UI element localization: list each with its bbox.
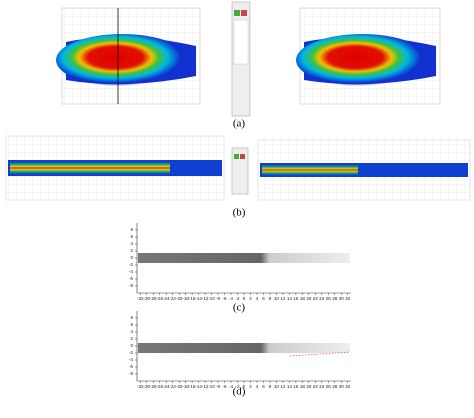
x-tick-label: -24 [163, 296, 170, 301]
caption-area [0, 408, 474, 416]
panel-label: (b) [233, 207, 246, 219]
x-tick-label: 26 [326, 384, 332, 389]
x-tick-label: 4 [256, 296, 259, 301]
y-tick-label: -6 [129, 364, 133, 369]
x-tick-label: 10 [274, 384, 280, 389]
x-tick-label: 8 [269, 296, 272, 301]
x-tick-label: -14 [195, 384, 202, 389]
y-tick-label: -4 [129, 269, 133, 274]
x-tick-label: 24 [319, 384, 325, 389]
strip-left [5, 135, 225, 201]
x-tick-label: -26 [156, 296, 163, 301]
x-tick-label: 2 [249, 296, 252, 301]
x-tick-label: -10 [208, 384, 215, 389]
x-tick-label: 30 [339, 384, 345, 389]
x-tick-label: 32 [345, 384, 351, 389]
heatmap-left [56, 7, 201, 105]
x-tick-label: -18 [182, 384, 189, 389]
x-tick-label: -28 [150, 296, 157, 301]
x-tick-label: 26 [326, 296, 332, 301]
x-tick-label: -2 [236, 296, 240, 301]
x-tick-label: 24 [319, 296, 325, 301]
control-panel [231, 147, 249, 195]
strip-right [257, 139, 471, 201]
x-tick-label: 28 [332, 384, 338, 389]
x-tick-label: 6 [262, 296, 265, 301]
x-tick-label: -8 [216, 384, 220, 389]
y-tick-label: 0 [130, 343, 133, 348]
x-tick-label: -16 [189, 296, 196, 301]
x-tick-label: 28 [332, 296, 338, 301]
x-tick-label: -30 [143, 296, 150, 301]
x-tick-label: 16 [293, 384, 299, 389]
y-tick-label: 8 [130, 227, 133, 232]
x-tick-label: 14 [287, 384, 293, 389]
x-tick-label: -20 [176, 296, 183, 301]
x-tick-label: 8 [269, 384, 272, 389]
x-tick-label: 22 [313, 296, 319, 301]
y-tick-label: -6 [129, 276, 133, 281]
y-tick-label: 8 [130, 315, 133, 320]
x-tick-label: 0 [243, 296, 246, 301]
x-tick-label: -28 [150, 384, 157, 389]
x-tick-label: 6 [262, 384, 265, 389]
x-tick-label: -10 [208, 296, 215, 301]
x-tick-label: 2 [249, 384, 252, 389]
x-tick-label: 18 [300, 296, 306, 301]
x-tick-label: -12 [202, 296, 209, 301]
x-tick-label: 12 [280, 296, 286, 301]
x-tick-label: -4 [229, 384, 233, 389]
x-tick-label: 18 [300, 384, 306, 389]
y-tick-label: -8 [129, 371, 133, 376]
y-tick-label: 0 [130, 255, 133, 260]
x-tick-label: 20 [306, 384, 312, 389]
y-tick-label: 4 [130, 241, 133, 246]
intensity-strip [138, 343, 350, 353]
panel-label: (a) [233, 118, 246, 130]
x-tick-label: 10 [274, 296, 280, 301]
x-tick-label: -12 [202, 384, 209, 389]
x-tick-label: -22 [169, 384, 176, 389]
x-tick-label: -2 [236, 384, 240, 389]
x-tick-label: -18 [182, 296, 189, 301]
trace [289, 351, 351, 357]
panel-label: (c) [233, 302, 246, 314]
intensity-strip [138, 253, 350, 263]
x-tick-label: -16 [189, 384, 196, 389]
x-tick-label: -32 [137, 296, 144, 301]
x-tick-label: 30 [339, 296, 345, 301]
x-tick-label: 22 [313, 384, 319, 389]
x-tick-label: -14 [195, 296, 202, 301]
y-tick-label: 2 [130, 248, 133, 253]
x-tick-label: 0 [243, 384, 246, 389]
x-tick-label: -24 [163, 384, 170, 389]
y-tick-label: 6 [130, 322, 133, 327]
x-tick-label: -8 [216, 296, 220, 301]
y-tick-label: 6 [130, 234, 133, 239]
x-tick-label: 16 [293, 296, 299, 301]
x-tick-label: -26 [156, 384, 163, 389]
x-tick-label: 12 [280, 384, 286, 389]
x-tick-label: 32 [345, 296, 351, 301]
x-tick-label: -32 [137, 384, 144, 389]
x-tick-label: -30 [143, 384, 150, 389]
panel-label: (d) [233, 386, 246, 398]
x-tick-label: -6 [223, 296, 227, 301]
control-panel [231, 1, 251, 117]
y-tick-label: -4 [129, 357, 133, 362]
x-tick-label: -6 [223, 384, 227, 389]
x-tick-label: -22 [169, 296, 176, 301]
y-tick-label: 2 [130, 336, 133, 341]
x-tick-label: -20 [176, 384, 183, 389]
y-tick-label: -2 [129, 262, 133, 267]
x-tick-label: -4 [229, 296, 233, 301]
y-tick-label: -2 [129, 350, 133, 355]
heatmap-right [296, 7, 441, 105]
y-tick-label: -8 [129, 283, 133, 288]
x-tick-label: 20 [306, 296, 312, 301]
y-tick-label: 4 [130, 329, 133, 334]
x-tick-label: 4 [256, 384, 259, 389]
x-tick-label: 14 [287, 296, 293, 301]
